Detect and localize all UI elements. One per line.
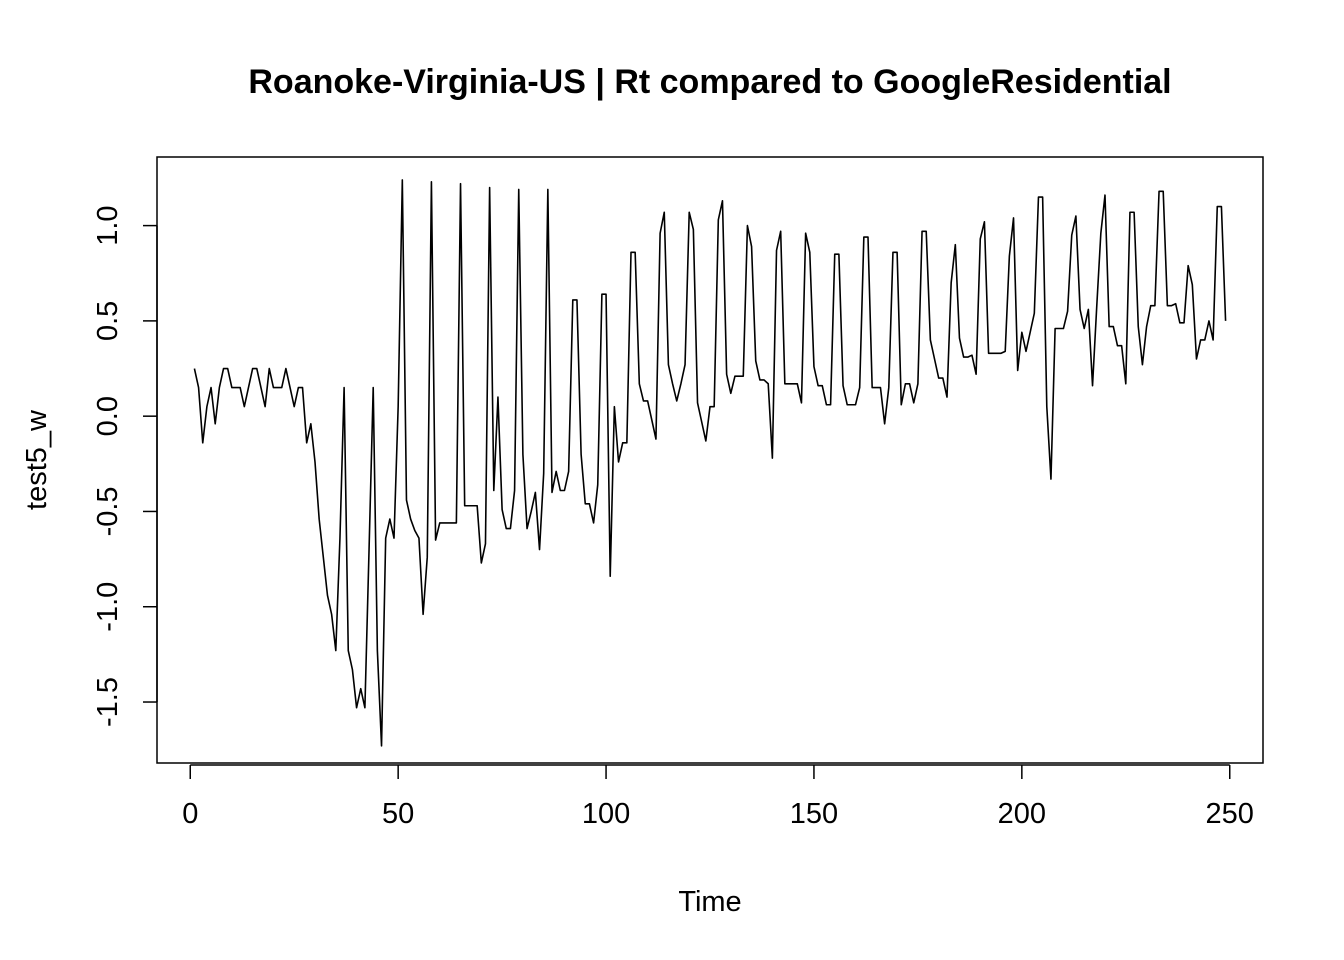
- plot-frame: [156, 156, 1264, 764]
- x-tick-label: 150: [790, 798, 838, 830]
- y-tick-label: -0.5: [92, 486, 124, 536]
- y-tick-label: -1.5: [92, 677, 124, 727]
- y-tick-label: 1.0: [92, 205, 124, 245]
- x-tick-label: 250: [1206, 798, 1254, 830]
- x-axis: 0 50 100 150 200 250: [182, 764, 1254, 830]
- y-tick-label: -1.0: [92, 582, 124, 632]
- chart-title: Roanoke-Virginia-US | Rt compared to Goo…: [248, 63, 1171, 101]
- y-tick-label: 0.5: [92, 301, 124, 341]
- x-axis-label: Time: [678, 886, 741, 918]
- x-tick-label: 200: [998, 798, 1046, 830]
- y-axis-label: test5_w: [21, 409, 53, 510]
- y-axis: -1.5 -1.0 -0.5 0.0 0.5 1.0: [92, 205, 158, 727]
- x-tick-label: 100: [582, 798, 630, 830]
- x-tick-label: 50: [382, 798, 414, 830]
- y-tick-label: 0.0: [92, 396, 124, 436]
- series-line-test5_w: [193, 179, 1227, 747]
- x-tick-label: 0: [182, 798, 198, 830]
